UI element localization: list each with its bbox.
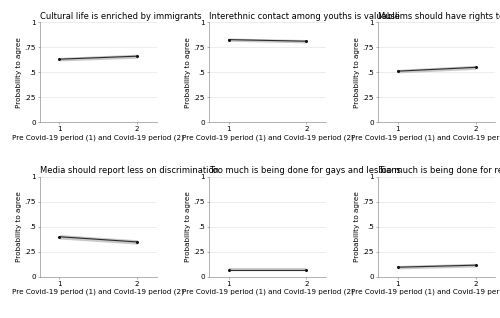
X-axis label: Pre Covid-19 period (1) and Covid-19 period (2): Pre Covid-19 period (1) and Covid-19 per… [12, 134, 184, 141]
Y-axis label: Probability to agree: Probability to agree [16, 191, 22, 262]
Y-axis label: Probability to agree: Probability to agree [354, 37, 360, 107]
Text: Media should report less on discrimination: Media should report less on discriminati… [40, 166, 219, 176]
X-axis label: Pre Covid-19 period (1) and Covid-19 period (2): Pre Covid-19 period (1) and Covid-19 per… [350, 134, 500, 141]
Y-axis label: Probability to agree: Probability to agree [354, 191, 360, 262]
Text: Too much is being done for gays and lesbians: Too much is being done for gays and lesb… [209, 166, 401, 176]
Y-axis label: Probability to agree: Probability to agree [16, 37, 22, 107]
X-axis label: Pre Covid-19 period (1) and Covid-19 period (2): Pre Covid-19 period (1) and Covid-19 per… [182, 134, 354, 141]
X-axis label: Pre Covid-19 period (1) and Covid-19 period (2): Pre Covid-19 period (1) and Covid-19 per… [350, 289, 500, 295]
Text: Cultural life is enriched by immigrants: Cultural life is enriched by immigrants [40, 12, 202, 21]
X-axis label: Pre Covid-19 period (1) and Covid-19 period (2): Pre Covid-19 period (1) and Covid-19 per… [182, 289, 354, 295]
X-axis label: Pre Covid-19 period (1) and Covid-19 period (2): Pre Covid-19 period (1) and Covid-19 per… [12, 289, 184, 295]
Text: Muslims should have rights to build mosques: Muslims should have rights to build mosq… [378, 12, 500, 21]
Text: Too much is being done for refugees: Too much is being done for refugees [378, 166, 500, 176]
Y-axis label: Probability to agree: Probability to agree [184, 37, 190, 107]
Y-axis label: Probability to agree: Probability to agree [184, 191, 190, 262]
Text: Interethnic contact among youths is valuable: Interethnic contact among youths is valu… [209, 12, 400, 21]
